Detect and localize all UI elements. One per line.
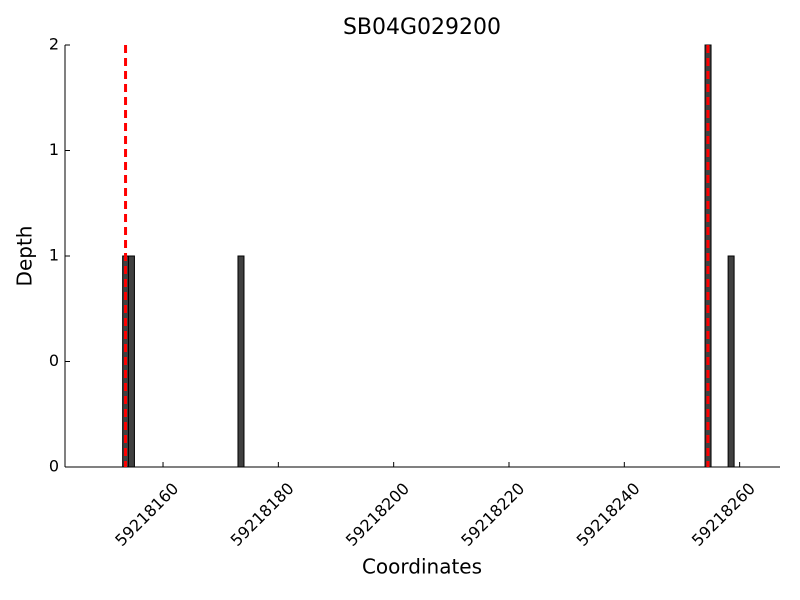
x-tick-label: 59218260 (688, 479, 759, 550)
chart-title: SB04G029200 (343, 15, 501, 40)
x-tick-label: 59218200 (342, 479, 413, 550)
y-tick-label: 1 (49, 246, 59, 265)
x-tick-label: 59218180 (227, 479, 298, 550)
x-tick-label: 59218220 (457, 479, 528, 550)
bar (237, 255, 245, 468)
y-tick-label: 0 (49, 351, 59, 370)
y-tick-label: 0 (49, 457, 59, 476)
y-tick-label: 2 (49, 35, 59, 54)
bar (727, 255, 735, 468)
y-tick-label: 1 (49, 140, 59, 159)
x-tick-label: 59218160 (111, 479, 182, 550)
bar (127, 255, 135, 468)
x-axis-label: Coordinates (362, 555, 482, 579)
y-axis-label: Depth (13, 226, 37, 287)
x-tick-label: 59218240 (573, 479, 644, 550)
